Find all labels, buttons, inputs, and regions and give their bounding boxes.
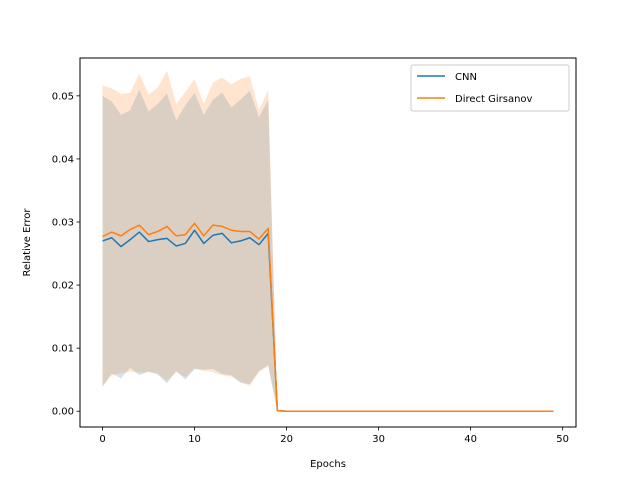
x-axis-label: Epochs [310, 459, 346, 470]
series-lines [102, 222, 554, 412]
confidence-band-1 [102, 70, 554, 412]
x-tick-label: 40 [464, 434, 477, 445]
series-line-1 [102, 222, 554, 412]
y-axis-label: Relative Error [22, 208, 33, 277]
x-tick-label: 50 [556, 434, 569, 445]
y-tick-label: 0.05 [52, 91, 74, 102]
y-tick-label: 0.00 [52, 407, 74, 418]
confidence-band-0 [102, 89, 554, 412]
confidence-bands [102, 70, 554, 412]
y-tick-label: 0.03 [52, 218, 74, 229]
x-tick-label: 20 [280, 434, 293, 445]
x-tick-label: 30 [372, 434, 385, 445]
y-tick-label: 0.04 [52, 154, 74, 165]
plot-area-frame [79, 57, 577, 428]
legend: CNN Direct Girsanov [410, 64, 570, 112]
x-tick-label: 0 [99, 434, 105, 445]
legend-label-1: Direct Girsanov [455, 94, 533, 105]
legend-box [410, 64, 570, 112]
y-axis-ticks: 0.00 0.01 0.02 0.03 0.04 0.05 [52, 91, 80, 418]
x-axis-ticks: 0 10 20 30 40 50 [99, 427, 569, 445]
legend-label-0: CNN [455, 72, 477, 83]
y-tick-label: 0.02 [52, 281, 74, 292]
x-tick-label: 10 [188, 434, 201, 445]
y-tick-label: 0.01 [52, 344, 74, 355]
